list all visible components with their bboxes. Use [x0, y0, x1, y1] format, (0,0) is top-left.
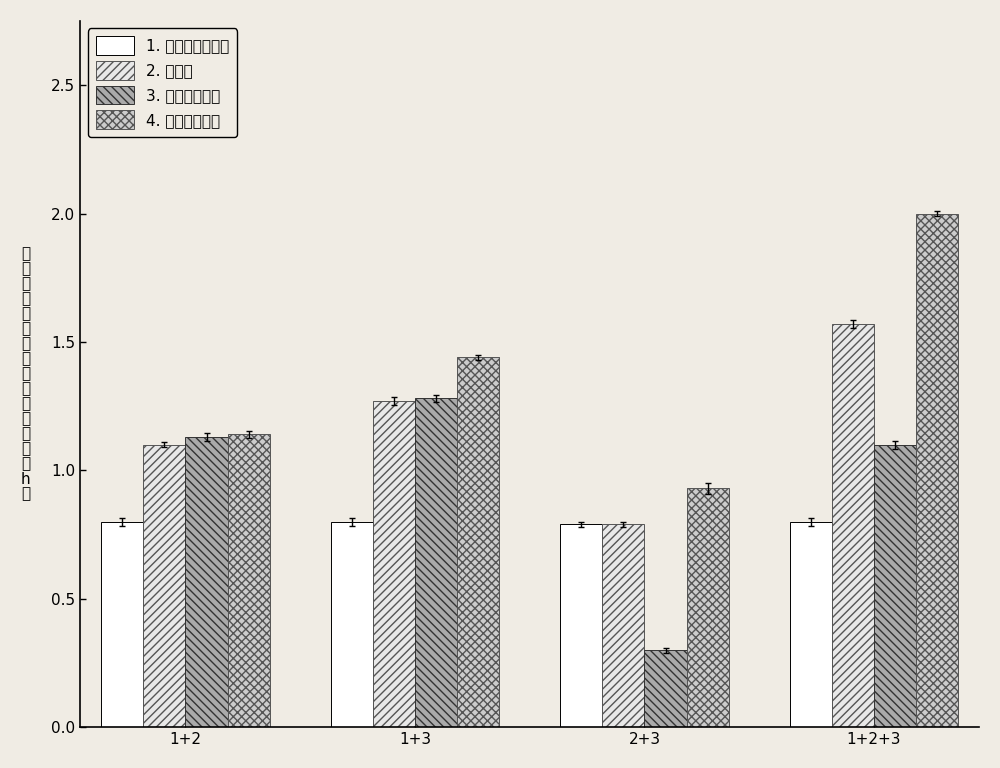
Bar — [874, 445, 916, 727]
Bar — [228, 435, 270, 727]
Bar — [560, 525, 602, 727]
Bar — [602, 525, 644, 727]
Bar — [331, 521, 373, 727]
Bar — [832, 324, 874, 727]
Bar — [373, 401, 415, 727]
Bar — [916, 214, 958, 727]
Bar — [790, 521, 832, 727]
Bar — [644, 650, 687, 727]
Bar — [687, 488, 729, 727]
Bar — [415, 399, 457, 727]
Y-axis label: 使
用
抗
氧
化
剂
后
增
加
的
诱
导
时
间
（
h
）: 使 用 抗 氧 化 剂 后 增 加 的 诱 导 时 间 （ h ） — [21, 247, 30, 502]
Bar — [457, 357, 499, 727]
Legend: 1. 茶多酚棕榄酸酩, 2. 生育酚, 3. 竹叶抗氧化剂, 4. 复配抗氧化剂: 1. 茶多酚棕榄酸酩, 2. 生育酚, 3. 竹叶抗氧化剂, 4. 复配抗氧化剂 — [88, 28, 237, 137]
Bar — [143, 445, 185, 727]
Bar — [185, 437, 228, 727]
Bar — [101, 521, 143, 727]
